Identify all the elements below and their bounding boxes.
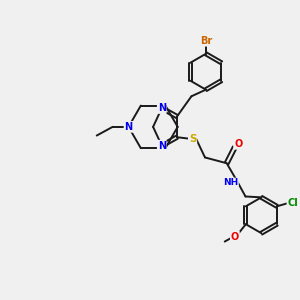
Text: S: S xyxy=(189,134,196,144)
Text: Br: Br xyxy=(200,36,212,46)
Text: O: O xyxy=(231,232,239,242)
Text: NH: NH xyxy=(223,178,238,188)
Text: N: N xyxy=(158,103,166,113)
Text: Cl: Cl xyxy=(287,198,298,208)
Text: O: O xyxy=(234,139,242,149)
Text: N: N xyxy=(158,141,166,151)
Text: N: N xyxy=(124,122,133,132)
